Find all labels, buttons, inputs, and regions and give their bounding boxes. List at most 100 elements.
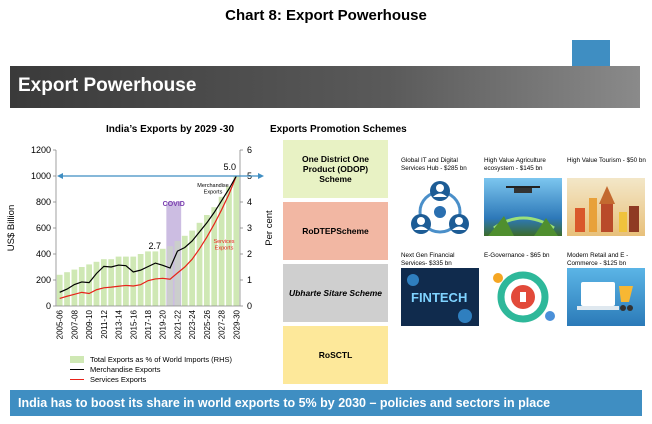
scheme-label: One District One Product (ODOP) Scheme — [301, 154, 370, 184]
bar-share — [204, 215, 210, 306]
scheme-label: RoDTEPScheme — [302, 226, 369, 236]
legend-label-services: Services Exports — [90, 374, 147, 384]
bar-share — [145, 251, 151, 306]
covid-band-overlay — [166, 202, 182, 306]
svg-text:FINTECH: FINTECH — [411, 290, 467, 305]
bar-share — [226, 186, 232, 306]
sector-label-fintech: Next Gen Financial Services- $335 bn — [401, 252, 455, 267]
y2-axis-label: Per cent — [264, 210, 275, 246]
title-banner: Export Powerhouse — [10, 66, 640, 108]
bar-share — [100, 259, 107, 306]
bar-share — [93, 261, 100, 306]
chart-heading: Chart 8: Export Powerhouse — [225, 7, 427, 24]
legend-label-merchandise: Merchandise Exports — [90, 364, 161, 374]
bar-share — [218, 196, 225, 306]
y2-tick-label: 2 — [247, 249, 252, 259]
annotation-merchandise-word: Exports — [204, 190, 223, 196]
x-tick-label: 2023-24 — [188, 309, 197, 339]
x-tick-label: 2027-28 — [218, 309, 227, 339]
line-merchandise-exports — [59, 175, 237, 293]
y2-tick-label: 3 — [247, 223, 252, 233]
bar-share — [196, 222, 203, 306]
bar-share — [159, 248, 166, 306]
x-tick-label: 2015-16 — [129, 309, 138, 339]
bar-share — [181, 235, 188, 306]
x-tick-label: 2019-20 — [159, 309, 168, 339]
bar-share — [123, 256, 129, 306]
bar-share — [71, 269, 78, 306]
bar-share — [78, 267, 85, 306]
annotation-services-word: Exports — [215, 246, 234, 252]
annotation-2-7: 2.7 — [148, 241, 161, 251]
sector-label-agriculture: High Value Agriculture ecosystem - $145 … — [484, 157, 546, 172]
bar-share — [56, 274, 63, 306]
scheme-ubharte-sitare: Ubharte Sitare Scheme — [283, 264, 388, 322]
scheme-rodtep: RoDTEPScheme — [283, 202, 388, 260]
scheme-label: RoSCTL — [318, 350, 353, 360]
y-tick-label: 600 — [36, 223, 51, 233]
annotation-merchandise-word: Merchandise — [197, 183, 229, 189]
chart-title: India’s Exports by 2029 -30 — [105, 124, 235, 135]
annotation-5-0: 5.0 — [223, 162, 236, 172]
x-tick-label: 2029-30 — [232, 309, 241, 339]
annotation-merchandise: Merchandise Exports — [197, 183, 229, 196]
sector-label-retail: Modern Retail and E - Commerce - $125 bn — [567, 252, 629, 267]
bar-share — [137, 254, 144, 306]
y2-tick-label: 1 — [247, 275, 252, 285]
y-tick-label: 0 — [46, 301, 51, 311]
e-governance-icon — [484, 268, 562, 326]
sector-label-egov: E-Governance - $65 bn — [484, 252, 550, 259]
y-tick-label: 200 — [36, 275, 51, 285]
x-tick-label: 2017-18 — [144, 309, 153, 339]
y2-tick-label: 0 — [247, 301, 252, 311]
x-tick-label: 2025-26 — [203, 309, 212, 339]
ecommerce-icon — [567, 268, 645, 326]
legend-swatch-bar — [70, 355, 84, 363]
covid-label: COVID — [163, 201, 185, 208]
annotation-services: Services Exports — [213, 239, 234, 252]
x-tick-label: 2013-14 — [115, 309, 124, 339]
y-axis-label: US$ Billion — [6, 205, 17, 251]
bar-share — [115, 256, 122, 306]
legend-swatch-services — [70, 378, 84, 380]
bar-share — [211, 207, 218, 306]
bar-share — [86, 264, 92, 306]
legend-swatch-merchandise — [70, 368, 84, 370]
global-network-icon — [401, 178, 479, 236]
bar-share — [189, 230, 196, 306]
y-tick-label: 800 — [36, 197, 51, 207]
x-tick-label: 2021-22 — [173, 309, 182, 339]
y-tick-label: 1000 — [31, 171, 51, 181]
sector-label-it: Global IT and Digital Services Hub - $28… — [401, 157, 467, 172]
bar-share — [233, 176, 240, 306]
agriculture-drone-icon — [484, 178, 562, 236]
scheme-label: Ubharte Sitare Scheme — [288, 288, 383, 298]
bar-share — [108, 259, 115, 306]
target-arrow-left — [57, 173, 63, 179]
x-tick-label: 2009-10 — [85, 309, 94, 339]
legend-label-share: Total Exports as % of World Imports (RHS… — [90, 354, 232, 364]
x-tick-label: 2011-12 — [100, 309, 109, 338]
target-arrow-right — [258, 173, 264, 179]
bar-share — [130, 256, 137, 306]
line-services-exports — [59, 175, 237, 300]
x-tick-label: 2007-08 — [70, 309, 79, 339]
y2-tick-label: 4 — [247, 197, 252, 207]
scheme-rosctl: RoSCTL — [283, 326, 388, 384]
bottom-banner: India has to boost its share in world ex… — [10, 390, 642, 416]
legend-item-share: Total Exports as % of World Imports (RHS… — [70, 354, 232, 364]
scheme-odop: One District One Product (ODOP) Scheme — [283, 140, 388, 198]
y-tick-label: 400 — [36, 249, 51, 259]
legend-item-merchandise: Merchandise Exports — [70, 364, 232, 374]
tourism-icon — [567, 178, 645, 236]
y-tick-label: 1200 — [31, 145, 51, 155]
fintech-icon: FINTECH — [401, 268, 479, 326]
annotation-services-word: Services — [213, 239, 234, 245]
y2-tick-label: 6 — [247, 145, 252, 155]
chart-legend: Total Exports as % of World Imports (RHS… — [70, 354, 232, 384]
x-tick-label: 2005-06 — [56, 309, 65, 339]
sector-label-tourism: High Value Tourism - $50 bn — [567, 157, 646, 164]
banner-title: Export Powerhouse — [18, 75, 197, 96]
legend-item-services: Services Exports — [70, 374, 232, 384]
